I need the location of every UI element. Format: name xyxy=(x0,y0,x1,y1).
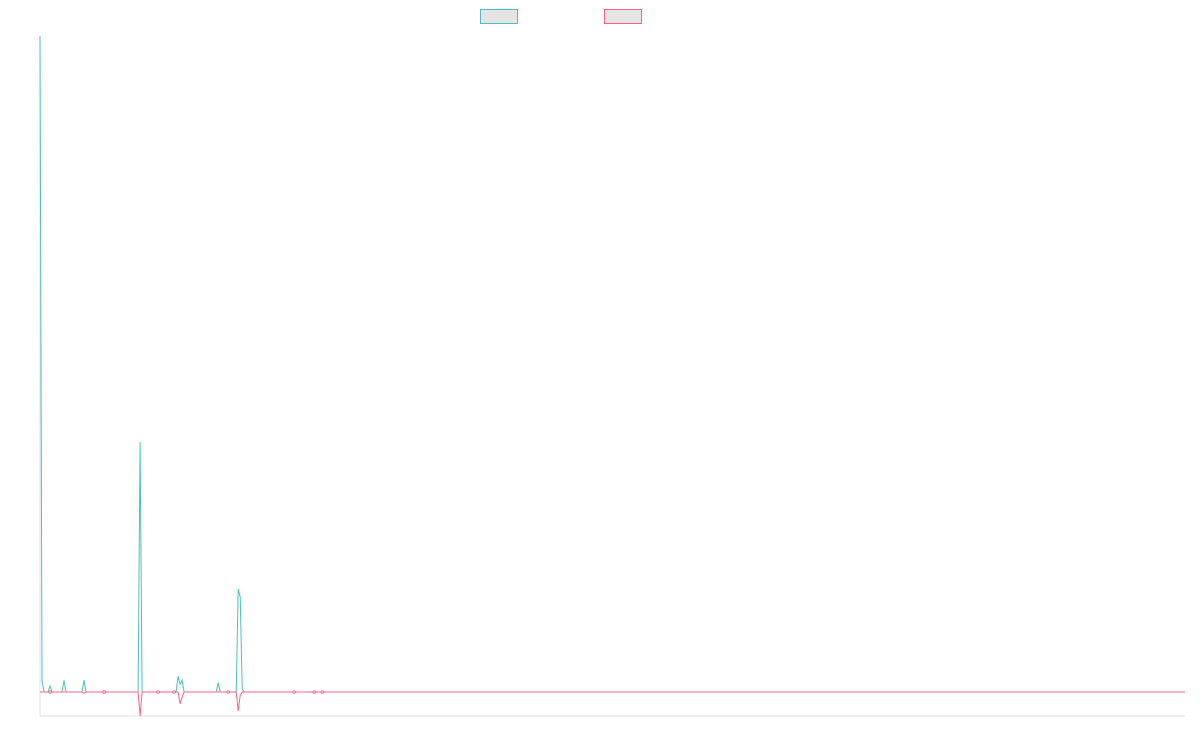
data-point xyxy=(156,690,160,694)
data-point xyxy=(292,690,297,694)
data-point xyxy=(226,690,230,694)
data-point xyxy=(48,690,52,694)
series-line-2 xyxy=(40,691,1185,717)
data-point xyxy=(312,690,317,694)
legend xyxy=(0,9,1200,27)
data-point xyxy=(172,690,176,694)
legend-item-series-2[interactable] xyxy=(604,9,642,24)
series-line-1 xyxy=(39,35,1185,693)
data-point xyxy=(320,690,325,694)
data-point xyxy=(102,690,106,694)
legend-item-series-1[interactable] xyxy=(480,9,518,24)
